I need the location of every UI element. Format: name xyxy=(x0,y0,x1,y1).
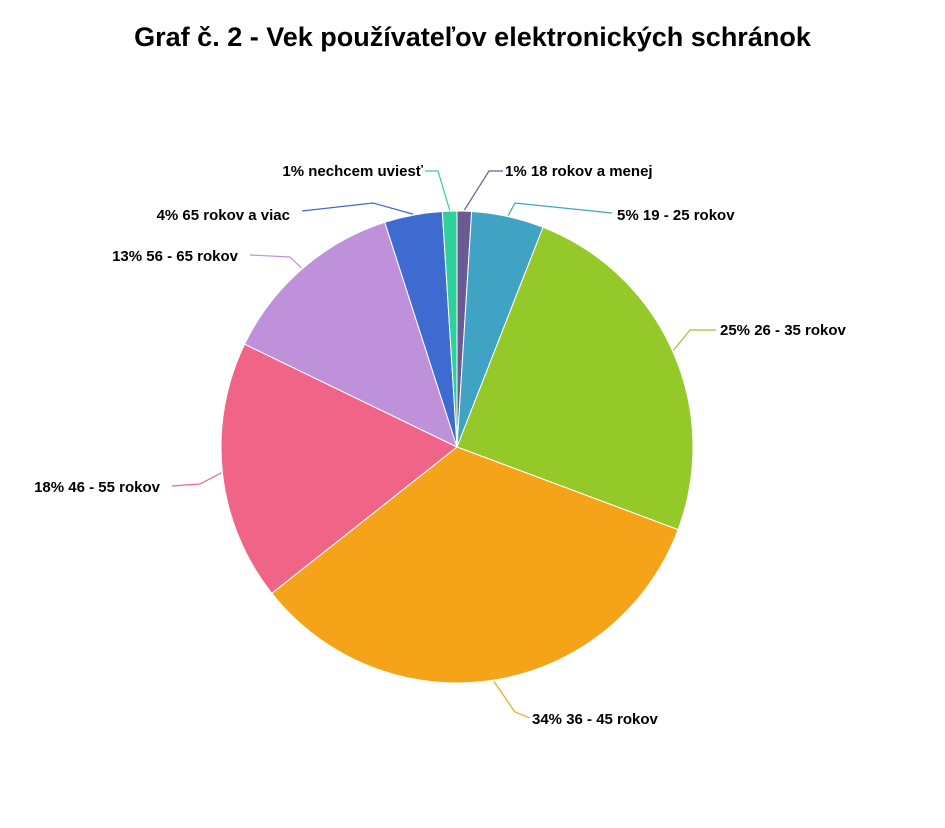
slice-label-8: 1% nechcem uviesť xyxy=(282,163,423,180)
slice-label-1: 1% 18 rokov a menej xyxy=(505,163,653,180)
leader-line-2 xyxy=(507,202,613,216)
pie-slice-3 xyxy=(456,226,694,531)
slice-label-6: 13% 56 - 65 rokov xyxy=(112,248,239,265)
pie-slice-5 xyxy=(220,343,458,595)
pie-slice-4 xyxy=(271,446,679,684)
slice-label-5: 18% 46 - 55 rokov xyxy=(34,479,161,496)
leader-line-1 xyxy=(463,170,503,211)
pie-slice-6 xyxy=(243,221,458,448)
leader-lines xyxy=(171,170,716,719)
leader-line-6 xyxy=(249,254,302,269)
pie-slices xyxy=(220,210,694,684)
leader-line-8 xyxy=(425,170,451,211)
leader-line-4 xyxy=(493,680,531,719)
slice-label-7: 4% 65 rokov a viac xyxy=(157,207,290,224)
slice-label-3: 25% 26 - 35 rokov xyxy=(720,322,847,339)
pie-slice-8 xyxy=(441,210,458,448)
leader-line-7 xyxy=(301,202,414,215)
slice-label-4: 34% 36 - 45 rokov xyxy=(532,711,659,728)
leader-line-3 xyxy=(672,329,716,351)
chart-title: Graf č. 2 - Vek používateľov elektronick… xyxy=(134,22,811,52)
leader-line-5 xyxy=(171,472,222,487)
slice-label-2: 5% 19 - 25 rokov xyxy=(617,207,735,224)
slice-labels: 1% 18 rokov a menej 5% 19 - 25 rokov 25% 2… xyxy=(34,163,846,728)
